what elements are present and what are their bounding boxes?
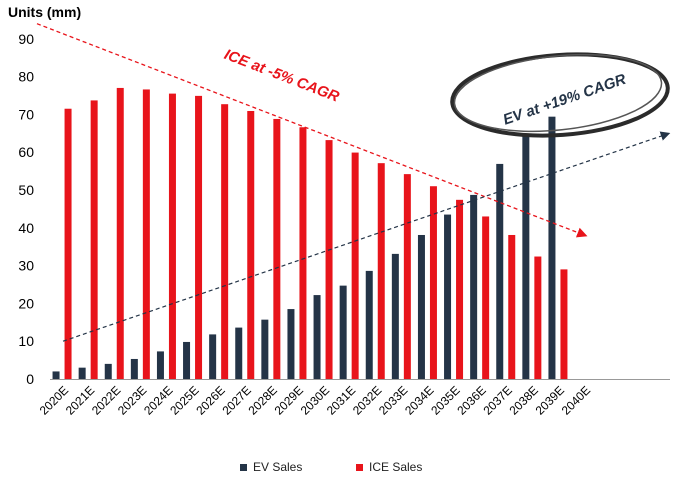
ev-sales-bar (391, 253, 399, 379)
y-axis: 0 10 20 30 40 50 60 70 80 90 (18, 31, 34, 387)
ice-sales-bar (299, 127, 307, 379)
ice-sales-bar (64, 108, 72, 379)
ev-sales-bar (261, 319, 269, 379)
x-tick-label: 2026E (193, 383, 227, 417)
x-tick-label: 2033E (376, 383, 410, 417)
legend-item-ev: EV Sales (240, 460, 302, 474)
y-tick-label: 70 (18, 106, 34, 122)
x-tick-label: 2024E (141, 383, 175, 417)
x-tick-label: 2025E (167, 383, 201, 417)
ev-sales-bar (104, 363, 112, 379)
x-tick-label: 2030E (298, 383, 332, 417)
y-tick-label: 0 (26, 371, 34, 387)
ice-sales-bar (116, 87, 124, 379)
x-tick-label: 2022E (89, 383, 123, 417)
ice-sales-bar (351, 152, 359, 379)
x-tick-label: 2032E (350, 383, 384, 417)
x-tick-label: 2027E (219, 383, 253, 417)
legend-label-ev: EV Sales (253, 460, 303, 474)
ev-highlight-ellipse-stroke (453, 53, 663, 133)
legend-item-ice: ICE Sales (356, 460, 422, 474)
legend: EV Sales ICE Sales (0, 460, 685, 476)
x-tick-label: 2040E (559, 383, 593, 417)
ev-sales-bar (313, 295, 321, 379)
ice-sales-bar (221, 104, 229, 379)
x-tick-label: 2021E (63, 383, 97, 417)
ev-sales-bar (235, 327, 243, 379)
ice-trend-label: ICE at -5% CAGR (222, 46, 342, 106)
ice-sales-bar (168, 93, 176, 380)
ev-sales-bar (52, 371, 60, 379)
ev-sales-bar (156, 351, 164, 379)
ev-sales-bar (209, 334, 217, 379)
ev-sales-bar (130, 358, 138, 379)
x-tick-label: 2038E (507, 383, 541, 417)
x-tick-label: 2028E (246, 383, 280, 417)
ev-sales-bar (417, 234, 425, 379)
legend-label-ice: ICE Sales (369, 460, 423, 474)
y-tick-label: 90 (18, 31, 34, 47)
ev-sales-bar (183, 341, 191, 379)
x-tick-label: 2036E (454, 383, 488, 417)
x-tick-label: 2034E (402, 383, 436, 417)
ice-sales-bar (142, 89, 150, 380)
legend-swatch-ev (240, 463, 247, 471)
x-tick-label: 2039E (533, 383, 567, 417)
ice-sales-bar (482, 216, 490, 379)
ice-sales-bar (325, 140, 333, 379)
x-axis: 2020E2021E2022E2023E2024E2025E2026E2027E… (37, 383, 593, 417)
ice-sales-bar (429, 186, 437, 379)
x-tick-label: 2031E (324, 383, 358, 417)
y-tick-label: 20 (18, 295, 34, 311)
legend-swatch-ice (356, 463, 363, 471)
ice-sales-bar (195, 95, 203, 380)
ev-sales-bar (287, 309, 295, 379)
bar-chart: 0 10 20 30 40 50 60 70 80 90 2020E2021E2022E2023E… (18, 23, 671, 418)
ev-sales-bar (548, 116, 556, 379)
ev-sales-bar (339, 285, 347, 379)
ev-sales-bar (496, 163, 504, 379)
y-tick-label: 30 (18, 258, 34, 274)
ice-sales-bar (273, 118, 281, 379)
y-tick-label: 10 (18, 333, 34, 349)
y-tick-label: 40 (18, 220, 34, 236)
y-tick-label: 80 (18, 69, 34, 85)
ev-highlight-ellipse (450, 52, 670, 138)
x-tick-label: 2029E (272, 383, 306, 417)
ice-sales-bar (508, 234, 516, 379)
ice-sales-bar (456, 199, 464, 379)
y-tick-label: 50 (18, 182, 34, 198)
ice-sales-bar (403, 174, 411, 379)
x-tick-label: 2023E (115, 383, 149, 417)
ice-sales-bar (247, 110, 255, 380)
y-axis-title: Units (mm) (8, 4, 82, 20)
ev-sales-bar (444, 214, 452, 379)
ev-sales-bar (78, 367, 86, 379)
ev-sales-bar (522, 135, 530, 379)
y-tick-label: 60 (18, 144, 34, 160)
ice-sales-bar (560, 269, 568, 379)
ice-sales-bar (534, 256, 542, 379)
bars (52, 87, 568, 380)
ice-sales-bar (377, 163, 385, 379)
ev-sales-bar (470, 194, 478, 379)
x-tick-label: 2020E (37, 383, 71, 417)
x-tick-label: 2035E (428, 383, 462, 417)
ev-trend-arrow (62, 131, 671, 342)
ice-sales-bar (90, 100, 98, 379)
ev-sales-bar (365, 270, 373, 379)
x-tick-label: 2037E (480, 383, 514, 417)
